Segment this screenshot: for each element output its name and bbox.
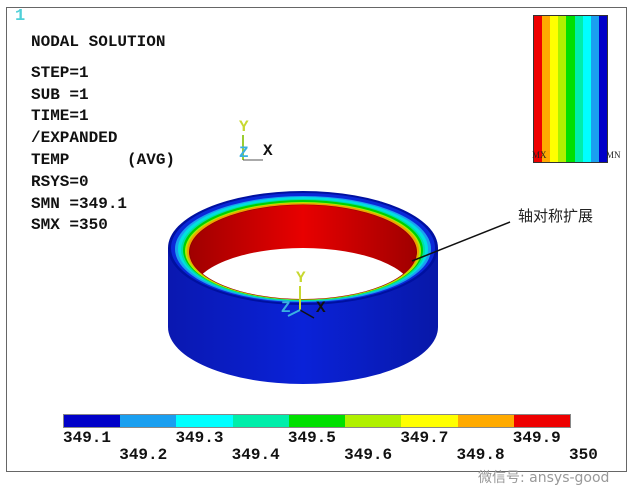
legend-stripe xyxy=(566,16,575,162)
legend-stripe xyxy=(542,16,551,162)
legend-stripe xyxy=(534,16,543,162)
contour-label: 349.9 xyxy=(512,429,561,447)
info-line: STEP=1 xyxy=(31,63,89,82)
legend-stripe xyxy=(550,16,559,162)
legend-stripe xyxy=(574,16,583,162)
color-band xyxy=(232,415,289,427)
info-line: RSYS=0 xyxy=(31,172,89,191)
triad-z-label: Z xyxy=(239,144,249,162)
legend-stripe xyxy=(582,16,591,162)
contour-color-bar xyxy=(63,414,571,428)
info-line: SUB =1 xyxy=(31,85,89,104)
info-line: TEMP (AVG) xyxy=(31,150,176,169)
triad-y-label: Y xyxy=(239,118,249,136)
legend-stripe xyxy=(590,16,599,162)
color-band xyxy=(513,415,570,427)
origin-triad: Y Z X xyxy=(281,269,326,319)
contour-label: 349.3 xyxy=(175,429,224,447)
triad-x-label: X xyxy=(263,142,273,160)
color-band xyxy=(120,415,177,427)
contour-label: 349.8 xyxy=(456,446,505,464)
info-line: SMX =350 xyxy=(31,216,108,235)
triad-y-label: Y xyxy=(296,269,306,287)
info-line: SMN =349.1 xyxy=(31,194,128,213)
contour-label: 349.6 xyxy=(344,446,393,464)
global-triad: Y Z X xyxy=(239,118,273,162)
contour-label: 349.5 xyxy=(287,429,336,447)
legend-stripe xyxy=(598,16,607,162)
annotation-text: 轴对称扩展 xyxy=(518,207,594,225)
contour-label: 349.2 xyxy=(119,446,168,464)
solution-title: NODAL SOLUTION xyxy=(31,33,166,51)
legend-mx-label: MX xyxy=(532,150,547,160)
legend-color-strip xyxy=(533,15,608,163)
info-line: /EXPANDED xyxy=(31,129,118,148)
annotation-leader-line xyxy=(411,221,511,262)
contour-label: 349.7 xyxy=(400,429,449,447)
color-band xyxy=(345,415,402,427)
solution-info: NODAL SOLUTION STEP=1 SUB =1 TIME=1 /EXP… xyxy=(31,32,175,237)
window-number: 1 xyxy=(15,7,26,26)
triad-z-label: Z xyxy=(281,299,291,317)
color-band xyxy=(457,415,514,427)
contour-label: 349.1 xyxy=(63,429,112,447)
contour-label: 349.4 xyxy=(231,446,280,464)
contour-label: 350 xyxy=(569,446,598,464)
watermark: 微信号: ansys-good xyxy=(478,470,610,486)
color-band xyxy=(176,415,233,427)
legend-stripe xyxy=(558,16,567,162)
color-band xyxy=(64,415,121,427)
color-band xyxy=(288,415,346,427)
color-band xyxy=(401,415,458,427)
info-line: TIME=1 xyxy=(31,107,89,126)
ring-model xyxy=(168,191,438,384)
legend-mn-label: MN xyxy=(606,150,621,160)
triad-x-label: X xyxy=(316,299,326,317)
